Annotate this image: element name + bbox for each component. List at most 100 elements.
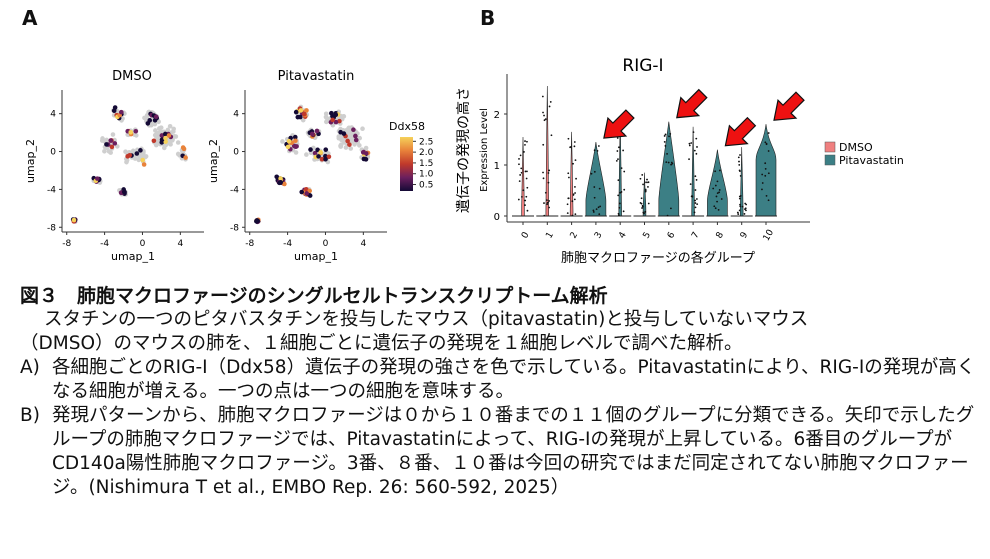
violin-point <box>620 191 623 193</box>
violin-point <box>543 202 545 204</box>
umap-expressing-cell-point <box>128 130 134 135</box>
caption: 図３ 肺胞マクロファージのシングルセルトランスクリプトーム解析 スタチンの一つの… <box>20 284 982 500</box>
violin-point <box>764 162 767 165</box>
colorbar-tick-label: 0.5 <box>419 181 433 191</box>
y-tick-label: 0 <box>50 148 56 158</box>
violin-point <box>693 211 696 214</box>
violin-point <box>618 206 621 209</box>
umap-expressing-cell-point <box>312 150 318 156</box>
umap-ylabel-pitavastatin: umap_2 <box>207 139 220 183</box>
violin-point <box>641 174 644 176</box>
violin-point <box>524 140 526 142</box>
violin-point <box>764 168 767 170</box>
violin-point <box>592 211 595 213</box>
umap-expressing-cell-point <box>299 189 305 195</box>
violin-point <box>688 158 690 161</box>
violin-point <box>542 171 544 174</box>
umap-points-pitavastatin <box>254 104 371 225</box>
violin-point <box>738 169 741 172</box>
umap-cell-point <box>167 123 173 129</box>
violin-point <box>767 199 770 202</box>
violin-point <box>670 163 673 166</box>
umap-xlabel-pitavastatin: umap_1 <box>294 250 338 263</box>
violin-point <box>590 172 593 175</box>
violin-point <box>665 161 668 164</box>
umap-cell-point <box>171 129 176 134</box>
violin-point <box>718 189 721 191</box>
umap-cell-point <box>158 125 164 130</box>
umap-expressing-cell-point <box>319 156 325 162</box>
red-arrow-group-10 <box>773 91 805 121</box>
violin-point <box>519 154 522 157</box>
violin-point <box>548 169 551 172</box>
umap-expressing-cell-point <box>122 189 127 195</box>
violin-point <box>694 175 697 178</box>
violin-point <box>547 172 550 174</box>
violin-point <box>526 209 529 212</box>
umap-expressing-cell-point <box>330 117 335 123</box>
umap-ticks-pitavastatin: -8 -4 0 4 4 0 -4 -8 <box>230 110 366 249</box>
violin-point <box>694 206 697 209</box>
umap-expressing-cell-point <box>292 134 298 140</box>
violin-group-2 <box>569 131 574 217</box>
x-tick-label: 0 <box>140 239 146 249</box>
violin-point <box>764 174 767 177</box>
violin-point <box>622 210 625 213</box>
violin-point <box>667 161 670 164</box>
violin-group-8 <box>707 149 728 217</box>
violin-point <box>595 208 598 211</box>
violin-point <box>696 146 698 148</box>
violin-point <box>716 200 718 203</box>
panel-label-a: A <box>22 6 38 30</box>
violin-y-ticks: 0 1 2 <box>494 110 507 223</box>
umap-cell-point <box>154 134 159 140</box>
umap-cell-point <box>115 144 120 149</box>
umap-expressing-cell-point <box>134 151 140 156</box>
violin-point <box>522 189 525 192</box>
umap-expressing-cell-point <box>71 217 77 223</box>
violin-group-10 <box>755 124 777 217</box>
umap-cell-point <box>348 146 354 151</box>
umap-expressing-cell-point <box>345 138 350 144</box>
violin-point <box>572 162 574 165</box>
violin-point <box>645 181 647 184</box>
y-tick-label: 4 <box>233 110 239 120</box>
violin-point <box>573 198 576 201</box>
violin-point <box>597 145 600 147</box>
violin-group-0 <box>521 136 525 217</box>
umap-cell-point <box>363 145 369 151</box>
violin-point <box>646 178 648 181</box>
umap-cell-point <box>110 132 116 137</box>
violin-point <box>526 140 528 143</box>
violin-point <box>737 213 740 216</box>
violin-point <box>663 135 666 137</box>
y-tick-label: 0 <box>233 148 239 158</box>
violin-point <box>520 196 523 198</box>
x-tick-label: 10 <box>762 228 777 243</box>
violin-point <box>767 172 770 175</box>
violin-point <box>548 200 550 202</box>
violin-point <box>717 208 720 211</box>
violin-point <box>574 213 577 216</box>
legend-label: DMSO <box>839 141 873 154</box>
violin-point <box>543 114 545 117</box>
violin-point <box>567 137 570 140</box>
umap-expressing-cell-point <box>159 137 165 143</box>
violins <box>512 85 777 217</box>
violin-point <box>644 210 647 213</box>
colorbar-tick-label: 1.5 <box>419 159 433 169</box>
violin-point <box>518 163 520 166</box>
violin-point <box>526 170 528 173</box>
umap-cell-point <box>357 135 362 141</box>
umap-cell-point <box>165 127 171 133</box>
violin-point <box>720 198 723 200</box>
violin-point <box>767 132 770 134</box>
violin-point <box>571 200 574 203</box>
x-tick-label: -4 <box>283 239 292 249</box>
violin-point <box>617 194 620 197</box>
violin-point <box>745 209 747 212</box>
violin-point <box>696 203 699 206</box>
violin-point <box>525 195 528 198</box>
umap-expressing-cell-point <box>286 138 292 144</box>
violin-group-3 <box>585 142 607 217</box>
